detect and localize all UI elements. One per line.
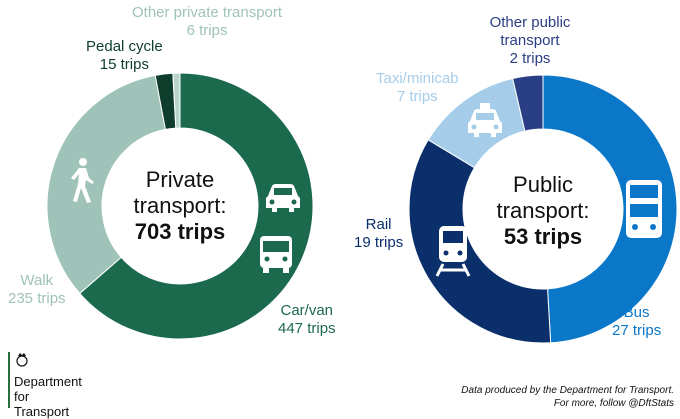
label-walk: Walk 235 trips — [8, 272, 66, 307]
logo-bar — [8, 352, 10, 408]
label-car-van: Car/van 447 trips — [278, 302, 336, 337]
private-center-label: Private transport: 703 trips — [133, 167, 227, 244]
data-credit: Data produced by the Department for Tran… — [461, 385, 674, 409]
dft-name: Department for Transport — [14, 374, 82, 419]
label-rail: Rail 19 trips — [354, 216, 404, 251]
royal-crest-icon — [16, 353, 28, 367]
double-decker-bus-icon — [626, 180, 662, 238]
train-icon — [435, 226, 471, 277]
label-other-private: Other private transport 6 trips — [132, 4, 283, 39]
label-bus: Bus 27 trips — [612, 304, 662, 339]
bus-icon — [260, 236, 292, 273]
label-taxi: Taxi/minicab 7 trips — [376, 70, 459, 105]
label-other-public: Other public transport 2 trips — [489, 14, 571, 67]
taxi-icon — [468, 103, 502, 137]
car-icon — [266, 184, 300, 212]
walking-person-icon — [71, 158, 94, 203]
public-center-label: Public transport: 53 trips — [496, 172, 590, 249]
label-pedal-cycle: Pedal cycle 15 trips — [86, 38, 163, 73]
